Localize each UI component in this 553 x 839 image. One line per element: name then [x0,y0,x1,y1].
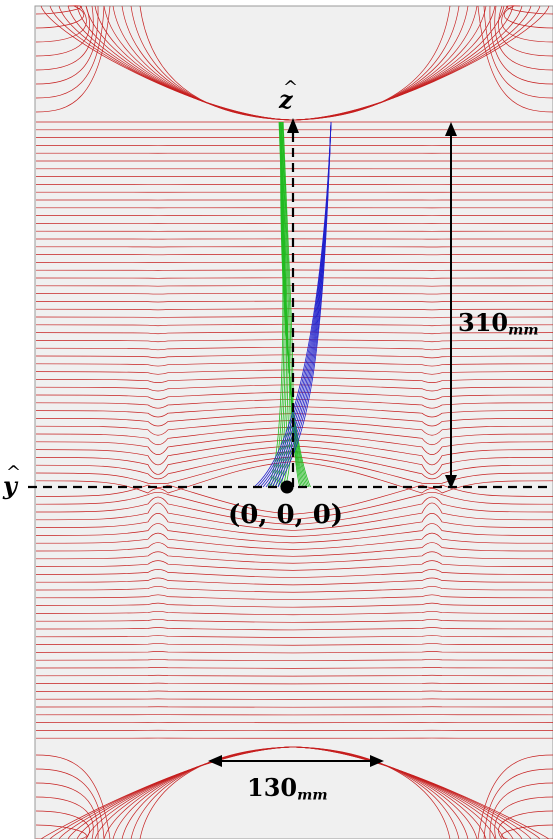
z-axis-arrowhead [287,118,299,133]
field-line [35,502,553,531]
field-line [477,754,553,839]
field-line [35,5,82,15]
field-line [35,5,87,43]
field-line [35,782,99,839]
field-line [35,667,553,669]
height-arrow-bottom [445,475,457,489]
field-line [35,643,553,646]
green-trajectory [275,121,287,488]
field-line [35,532,553,550]
axes [28,118,553,767]
field-line [35,523,553,544]
field-line [35,354,553,359]
field-line [35,339,553,343]
field-line [35,542,553,557]
field-line [501,5,553,43]
field-line [35,651,553,654]
z-hat-mark: ^ [283,77,299,98]
field-line [477,5,553,113]
field-line [35,586,553,593]
field-line [35,635,553,638]
field-line [35,824,87,839]
field-line [40,746,550,839]
field-line [506,5,553,15]
field-line [35,698,553,700]
green-trajectory [280,121,290,488]
field-line [483,5,553,99]
field-line [35,690,553,692]
height-arrow-top [445,122,457,136]
y-hat-mark: ^ [6,462,22,483]
field-line [35,491,553,520]
field-line [489,5,553,85]
field-line [489,782,553,839]
field-line [35,445,553,475]
field-line [35,659,553,662]
field-line [35,5,90,57]
field-line [35,5,99,85]
width-arrow-left [208,755,222,767]
field-line [35,569,553,578]
field-line [503,5,553,29]
field-line [35,674,553,677]
field-line [35,577,553,586]
field-line [35,594,553,601]
width-dimension-label: 130mm [247,773,328,804]
field-lines [35,5,553,839]
field-line [35,513,553,537]
field-line [35,292,553,295]
green-trajectory [280,121,311,488]
field-line [498,810,553,839]
field-line [35,496,553,525]
field-line [35,323,553,327]
field-line [35,610,553,616]
field-line [494,796,553,839]
field-line [35,461,553,494]
field-line [35,5,85,29]
field-line [35,754,111,839]
field-line [501,824,553,839]
field-line [35,796,94,839]
height-dimension-label: 310mm [458,308,539,339]
field-line [35,5,94,71]
origin-label: (0, 0, 0) [228,500,344,530]
field-line [498,5,553,57]
field-line [35,810,90,839]
field-line [483,768,553,839]
z-axis-label: ^ z [279,77,299,114]
field-line [35,5,111,113]
field-line [35,602,553,608]
particle-trajectories [253,121,332,488]
field-line [35,551,553,564]
field-line [35,308,553,311]
y-axis-label: ^ y [3,462,22,500]
green-trajectory [277,121,289,488]
field-line [494,5,553,71]
field-line [35,484,553,515]
width-arrow-right [370,755,384,767]
blue-trajectory [277,121,332,488]
field-line [35,5,105,99]
origin-point [280,480,294,494]
field-line [35,768,105,839]
field-line [35,560,553,571]
field-line [35,627,553,631]
field-line [35,277,553,279]
field-line [35,619,553,623]
field-line [35,682,553,685]
